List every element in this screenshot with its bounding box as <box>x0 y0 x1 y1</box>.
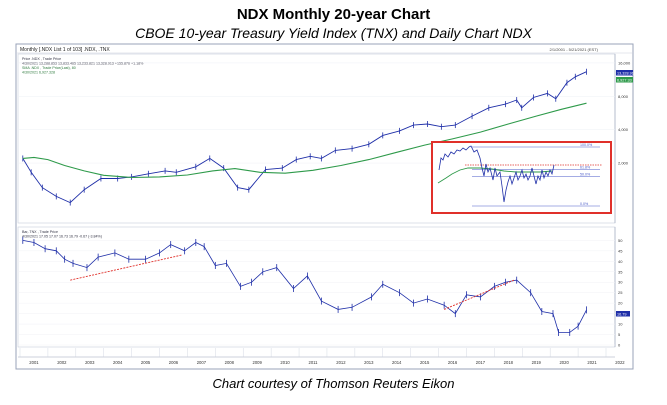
inset-fib-label: 50.0% <box>580 173 591 177</box>
x-axis-year-label: 2002 <box>57 360 67 365</box>
x-axis-year-label: 2004 <box>113 360 123 365</box>
current-price-label: 13,328.91 <box>617 71 634 75</box>
bottom-y-tick-label: 50 <box>618 238 623 243</box>
bottom-y-tick-label: 20 <box>618 301 623 306</box>
x-axis-year-label: 2020 <box>559 360 569 365</box>
inset-daily-chart: 100.0% 61.8% 50.0% 0.0% <box>431 141 612 214</box>
x-axis-year-label: 2021 <box>587 360 597 365</box>
bottom-y-tick-label: 35 <box>618 269 623 274</box>
panel-header-left: Monthly [.NDX List 1 of 103] .NDX, .TNX <box>20 47 110 53</box>
page-title: NDX Monthly 20-year Chart <box>236 6 431 23</box>
x-axis-year-label: 2016 <box>448 360 458 365</box>
page-subtitle: CBOE 10-year Treasury Yield Index (TNX) … <box>135 25 532 41</box>
x-axis-year-label: 2017 <box>476 360 486 365</box>
x-axis-year-label: 2006 <box>169 360 179 365</box>
top-legend-line-3: SMA .NDX , Trade Price(Last), 80 <box>22 66 76 70</box>
x-axis-year-label: 2009 <box>253 360 263 365</box>
chart-caption: Chart courtesy of Thomson Reuters Eikon <box>212 376 455 391</box>
x-axis-year-label: 2018 <box>504 360 514 365</box>
top-y-tick-label: 8,000 <box>618 94 629 99</box>
x-axis-year-label: 2014 <box>392 360 402 365</box>
x-axis-year-label: 2001 <box>29 360 39 365</box>
top-y-tick-label: 4,000 <box>618 127 629 132</box>
bottom-y-tick-label: 30 <box>618 280 623 285</box>
x-axis-year-label: 2005 <box>141 360 151 365</box>
bottom-legend-line-1: Bar,.TNX , Trade Price <box>22 230 58 234</box>
bottom-legend-line-2: 4/30/2021 17.05 17.07 16.73 16.79 -0.67 … <box>22 235 102 239</box>
top-legend: Price .NDX , Trade Price 4/30/2021 13,28… <box>22 57 144 75</box>
current-price-marker: 13,328.91 <box>616 70 634 76</box>
x-axis-year-label: 2022 <box>615 360 625 365</box>
bottom-y-tick-label: 25 <box>618 290 623 295</box>
x-axis-year-label: 2011 <box>308 360 318 365</box>
bottom-y-tick-label: 10 <box>618 322 623 327</box>
x-axis-year-label: 2019 <box>532 360 542 365</box>
top-y-tick-label: 16,000 <box>618 60 631 65</box>
top-legend-line-4: 4/30/2021 6,927.328 <box>22 71 55 75</box>
bottom-y-tick-label: 5 <box>618 332 621 337</box>
bottom-y-tick-label: 0 <box>618 343 621 348</box>
bottom-y-tick-label: 45 <box>618 248 623 253</box>
inset-highlight-box <box>431 141 612 214</box>
inset-sma-line <box>437 167 553 184</box>
bottom-y-tick-label: 40 <box>618 259 623 264</box>
x-axis-year-label: 2008 <box>225 360 235 365</box>
current-sma-marker: 6,927.33 <box>616 77 633 83</box>
chart-outer-frame <box>15 43 634 370</box>
x-axis-year-label: 2015 <box>420 360 430 365</box>
x-axis-year-label: 2012 <box>336 360 346 365</box>
current-sma-label: 6,927.33 <box>617 78 632 82</box>
bottom-trendline <box>443 279 515 310</box>
bottom-series-line <box>22 240 587 333</box>
current-tnx-label: 16.79 <box>617 312 627 316</box>
x-axis-year-label: 2007 <box>197 360 207 365</box>
inset-fib-label: 61.8% <box>580 166 591 170</box>
top-series-line-price <box>22 71 587 204</box>
bottom-panel-frame <box>17 226 616 348</box>
bottom-legend: Bar,.TNX , Trade Price 4/30/2021 17.05 1… <box>22 230 102 239</box>
x-axis-year-label: 2013 <box>364 360 374 365</box>
panel-header-right: 2/1/2001 - 5/21/2021 (EST) <box>550 47 599 52</box>
top-series-line-sma <box>22 102 587 179</box>
inset-fib-label: 0.0% <box>580 202 589 206</box>
inset-fib-label: 100.0% <box>580 143 593 147</box>
x-axis-year-label: 2003 <box>85 360 95 365</box>
x-axis-year-label: 2010 <box>280 360 290 365</box>
top-legend-line-2: 4/30/2021 13,288.853 13,833.465 13,233.8… <box>22 62 144 66</box>
inset-price-line <box>438 145 555 203</box>
top-y-tick-label: 2,000 <box>618 161 629 166</box>
top-legend-line-1: Price .NDX , Trade Price <box>22 57 61 61</box>
current-tnx-marker: 16.79 <box>616 311 630 317</box>
